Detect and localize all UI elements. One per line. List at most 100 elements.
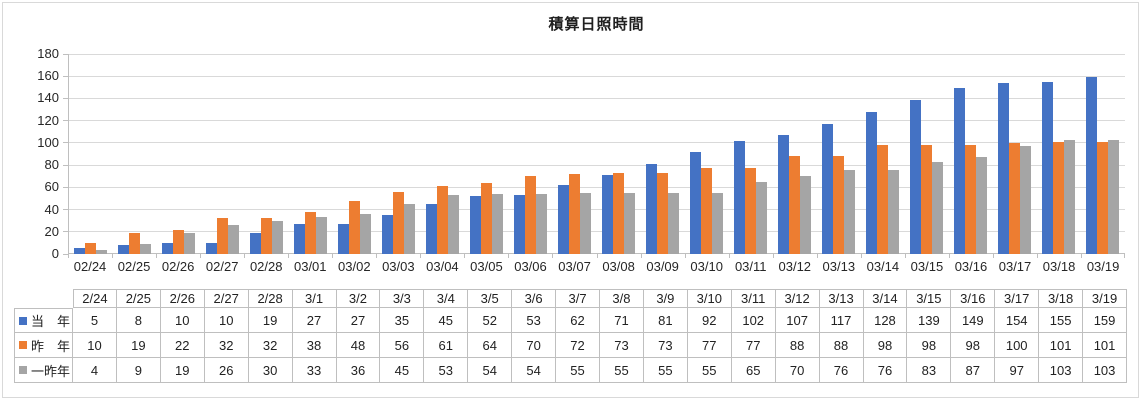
bar [579,192,591,254]
bar [998,82,1010,254]
x-axis-tick [948,254,950,258]
table-value-cell: 76 [819,358,864,383]
bar-group [861,54,905,254]
table-value-cell: 54 [512,358,557,383]
bar [73,248,85,254]
bar-group [156,54,200,254]
bar [568,174,580,254]
x-axis-label: 03/06 [514,259,547,274]
table-value-cell: 32 [204,333,249,358]
bar [436,186,448,254]
x-axis-tick [640,254,642,258]
x-axis-tick [200,254,202,258]
bar [337,224,349,254]
table-value-cell: 19 [248,308,293,333]
table-value-cell: 101 [1083,333,1127,358]
bar [381,215,393,254]
table-value-cell: 61 [424,333,469,358]
x-axis-label: 03/04 [426,259,459,274]
y-axis-label: 0 [51,246,59,261]
gridline [68,231,1125,233]
table-value-cell: 72 [556,333,600,358]
legend-marker-gray [19,366,27,374]
bar-group [376,54,420,254]
table-column-header: 3/9 [643,289,688,308]
table-value-cell: 83 [907,358,952,383]
gridline [68,54,1125,55]
x-axis-label: 03/14 [866,259,900,274]
table-value-cell: 10 [73,333,117,358]
table-value-cell: 159 [1083,308,1127,333]
table-corner-cell [14,289,73,308]
x-axis-label: 03/15 [910,259,944,274]
bar [359,214,371,254]
gridline [68,209,1125,211]
bar [866,111,878,254]
table-column-header: 3/3 [380,289,425,308]
bar [491,194,503,254]
bar [1042,81,1054,254]
y-axis-line [68,54,69,254]
table-value-cell: 54 [468,358,513,383]
bar [139,244,151,254]
bar [965,145,977,254]
x-axis-label: 03/02 [338,259,371,274]
table-value-cell: 88 [775,333,820,358]
table-value-cell: 100 [995,333,1040,358]
bar [877,145,889,254]
y-axis-tick [63,75,68,77]
chart-title: 積算日照時間 [548,16,645,33]
bar-group [464,54,508,254]
x-axis-tick [332,254,334,258]
table-value-cell: 4 [73,358,117,383]
bar [469,196,481,254]
x-axis-tick [552,254,554,258]
x-axis-tick [1080,254,1082,258]
table-column-header: 3/2 [336,289,381,308]
bar [315,217,327,254]
bar [844,169,856,254]
gridline [68,75,1125,77]
x-axis-label: 03/03 [382,259,415,274]
table-value-cell: 53 [512,308,557,333]
bar-group [905,54,949,254]
bar [205,242,217,254]
table-value-cell: 92 [687,308,732,333]
table-value-cell: 64 [468,333,513,358]
x-axis-tick [772,254,774,258]
bar [1108,139,1120,254]
gridline [68,97,1125,99]
x-axis-tick [112,254,114,258]
legend-label: 一昨年 [31,363,71,379]
x-axis-label: 03/13 [822,259,856,274]
bar [822,124,834,254]
table-value-cell: 38 [292,333,337,358]
table-column-header: 3/1 [292,289,337,308]
y-axis-tick [63,186,68,188]
bar [712,192,724,254]
y-axis-tick [63,164,68,166]
legend-label: 当 年 [31,314,71,329]
table-column-header: 2/27 [204,289,249,308]
bar-group [288,54,332,254]
bar [183,232,195,254]
bar-group [112,54,156,254]
table-value-cell: 102 [731,308,776,333]
x-axis-tick [376,254,378,258]
table-value-cell: 97 [995,358,1040,383]
bar [602,175,614,254]
bar [304,211,316,254]
table-column-header: 3/14 [863,289,908,308]
bar [624,192,636,254]
x-axis-tick [684,254,686,258]
y-axis-label: 40 [44,201,59,217]
bar [1064,139,1076,254]
x-axis-tick [904,254,906,258]
x-axis-tick [1124,254,1125,258]
bar [921,145,933,254]
table-value-cell: 103 [1039,358,1084,383]
bar-group [200,54,244,254]
table-value-cell: 48 [336,333,381,358]
bar-group [641,54,685,254]
y-axis-tick [63,253,68,255]
